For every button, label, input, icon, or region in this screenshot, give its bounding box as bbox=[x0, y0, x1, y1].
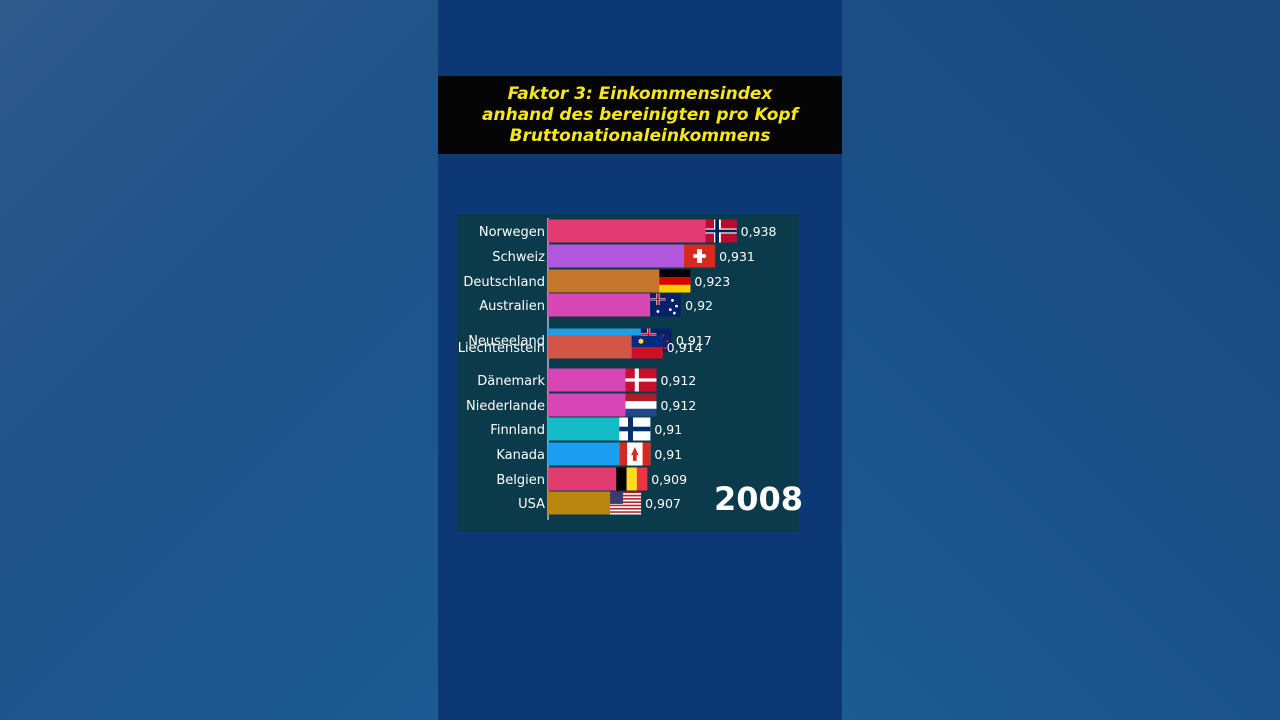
value-label: 0,931 bbox=[719, 249, 755, 264]
background-right bbox=[842, 0, 1280, 720]
title-line-3: Bruttonationaleinkommens bbox=[509, 125, 771, 146]
bar-row-belgien: Belgien 0,909 bbox=[496, 467, 687, 491]
bar-row-liechtenstein: Liechtenstein 0,914 bbox=[458, 335, 703, 359]
value-label: 0,938 bbox=[741, 224, 777, 239]
title-line-1: Faktor 3: Einkommensindex bbox=[507, 83, 773, 104]
background-left bbox=[0, 0, 438, 720]
bar-row-usa: USA 0,907 bbox=[518, 491, 681, 515]
year-label: 2008 bbox=[714, 480, 804, 518]
category-label: Norwegen bbox=[479, 225, 545, 240]
value-label: 0,912 bbox=[660, 398, 696, 413]
value-label: 0,912 bbox=[660, 373, 696, 388]
norway-flag bbox=[705, 219, 737, 243]
value-label: 0,91 bbox=[654, 447, 682, 462]
bar-row-schweiz: Schweiz 0,931 bbox=[492, 244, 755, 268]
chart-panel: Norwegen 0,938 Schweiz 0,931 Deutschland 0,92… bbox=[457, 214, 799, 532]
bar-row-finnland: Finnland 0,91 bbox=[490, 417, 682, 441]
category-label: Niederlande bbox=[466, 399, 545, 414]
bar-row-deutschland: Deutschland 0,923 bbox=[463, 269, 730, 293]
belgium-flag bbox=[616, 467, 648, 491]
australia-flag bbox=[650, 293, 682, 317]
category-label: Dänemark bbox=[477, 374, 545, 389]
bar bbox=[548, 269, 691, 293]
bar-row-niederlande: Niederlande 0,912 bbox=[466, 393, 696, 417]
category-label: Schweiz bbox=[492, 250, 545, 265]
category-label: Neuseeland bbox=[468, 334, 545, 349]
category-label: Kanada bbox=[496, 448, 545, 463]
bar-chart: Norwegen 0,938 Schweiz 0,931 Deutschland 0,92… bbox=[458, 218, 777, 520]
canada-flag bbox=[619, 442, 651, 466]
category-label: Finnland bbox=[490, 423, 545, 438]
liechtenstein-flag bbox=[631, 335, 663, 359]
switzerland-flag bbox=[684, 244, 716, 268]
title-line-2: anhand des bereinigten pro Kopf bbox=[482, 104, 798, 125]
title-banner: Faktor 3: Einkommensindex anhand des ber… bbox=[438, 76, 842, 154]
bar bbox=[548, 293, 682, 317]
value-label: 0,907 bbox=[645, 496, 681, 511]
germany-flag bbox=[659, 269, 691, 293]
value-label: 0,914 bbox=[667, 340, 703, 355]
bar-row-dänemark: Dänemark 0,912 bbox=[477, 368, 696, 392]
category-label: Belgien bbox=[496, 473, 545, 488]
category-label: Liechtenstein bbox=[458, 341, 545, 356]
value-label: 0,923 bbox=[694, 274, 730, 289]
category-label: Deutschland bbox=[463, 275, 545, 290]
bar bbox=[548, 219, 737, 243]
finland-flag bbox=[619, 417, 651, 441]
value-label: 0,917 bbox=[676, 333, 712, 348]
category-label: USA bbox=[518, 497, 545, 512]
bar bbox=[548, 244, 716, 268]
value-label: 0,909 bbox=[651, 472, 687, 487]
bar-row-australien: Australien 0,92 bbox=[479, 293, 713, 317]
category-label: Australien bbox=[479, 299, 545, 314]
value-label: 0,92 bbox=[685, 298, 713, 313]
bar-row-norwegen: Norwegen 0,938 bbox=[479, 219, 777, 243]
netherlands-flag bbox=[625, 393, 657, 417]
usa-flag bbox=[610, 491, 642, 515]
denmark-flag bbox=[625, 368, 657, 392]
bar-row-kanada: Kanada 0,91 bbox=[496, 442, 682, 466]
value-label: 0,91 bbox=[654, 422, 682, 437]
